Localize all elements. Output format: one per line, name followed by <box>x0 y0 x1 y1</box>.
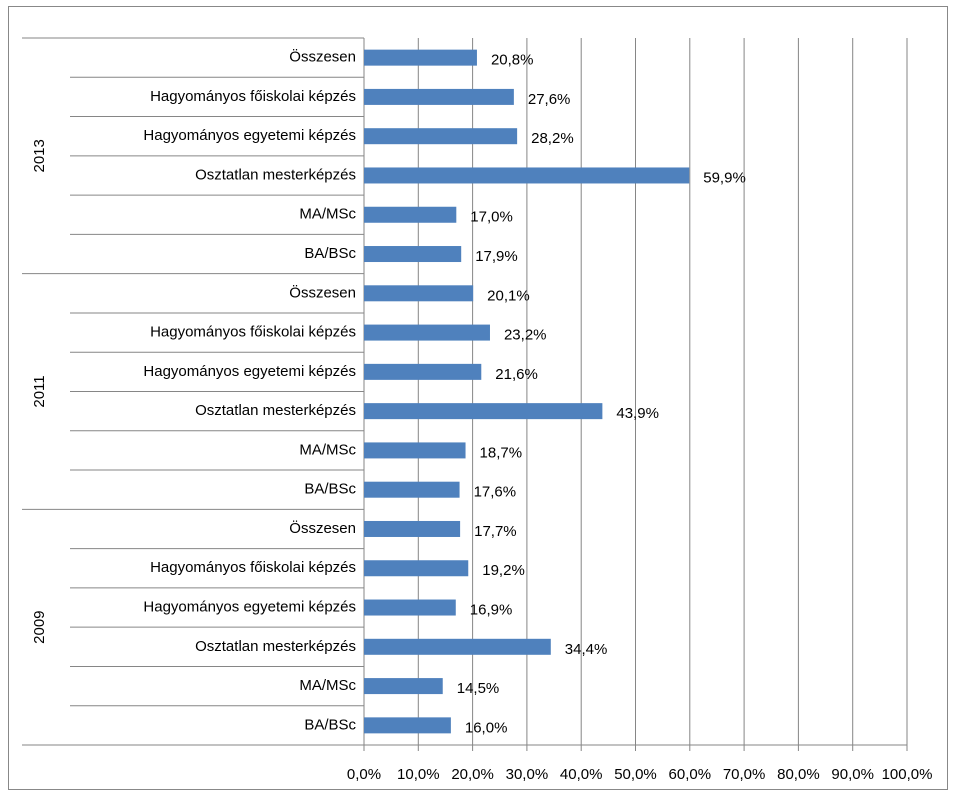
y-tick-label: Hagyományos egyetemi képzés <box>143 363 356 380</box>
bar <box>364 520 461 537</box>
bar <box>364 560 469 577</box>
y-tick-label: Hagyományos főiskolai képzés <box>150 88 356 105</box>
bar <box>364 599 456 616</box>
y-tick-label: BA/BSc <box>304 245 356 262</box>
y-tick-label: Összesen <box>289 48 356 66</box>
value-label: 23,2% <box>504 327 547 344</box>
value-label: 14,5% <box>457 680 500 697</box>
x-tick-label: 70,0% <box>723 766 766 783</box>
y-tick-label: MA/MSc <box>299 441 356 458</box>
x-tick-label: 30,0% <box>506 766 549 783</box>
x-tick-label: 0,0% <box>347 766 381 783</box>
value-label: 17,9% <box>475 248 518 265</box>
group-label: 2011 <box>31 375 48 407</box>
value-label: 59,9% <box>703 169 746 186</box>
bar <box>364 403 603 420</box>
value-label: 17,0% <box>470 209 513 226</box>
bar <box>364 678 443 695</box>
bar <box>364 246 462 263</box>
x-tick-label: 60,0% <box>669 766 712 783</box>
y-tick-label: Osztatlan mesterképzés <box>195 166 356 183</box>
x-tick-label: 100,0% <box>882 766 933 783</box>
bar <box>364 638 551 655</box>
value-label: 16,0% <box>465 719 508 736</box>
value-label: 34,4% <box>565 641 608 658</box>
y-tick-label: BA/BSc <box>304 716 356 733</box>
value-label: 17,6% <box>474 484 517 501</box>
y-tick-label: MA/MSc <box>299 677 356 694</box>
y-tick-label: Hagyományos főiskolai képzés <box>150 324 356 341</box>
bar <box>364 717 451 734</box>
bar <box>364 481 460 498</box>
bar <box>364 206 457 223</box>
value-label: 28,2% <box>531 130 574 147</box>
value-label: 16,9% <box>470 601 513 618</box>
bar <box>364 324 490 341</box>
y-tick-label: Osztatlan mesterképzés <box>195 402 356 419</box>
y-tick-label: BA/BSc <box>304 481 356 498</box>
value-label: 27,6% <box>528 91 571 108</box>
value-label: 18,7% <box>480 444 523 461</box>
value-label: 20,8% <box>491 52 534 69</box>
bar <box>364 442 466 459</box>
bar <box>364 49 477 66</box>
chart-border <box>8 6 948 790</box>
bar <box>364 167 690 184</box>
x-tick-label: 50,0% <box>614 766 657 783</box>
bar <box>364 128 518 145</box>
y-tick-label: Összesen <box>289 283 356 301</box>
bar <box>364 363 482 380</box>
value-label: 17,7% <box>474 523 517 540</box>
x-tick-label: 80,0% <box>777 766 820 783</box>
y-tick-label: Osztatlan mesterképzés <box>195 638 356 655</box>
bar <box>364 285 474 302</box>
y-tick-label: MA/MSc <box>299 206 356 223</box>
x-tick-label: 90,0% <box>831 766 874 783</box>
y-tick-label: Hagyományos egyetemi képzés <box>143 127 356 144</box>
group-label: 2013 <box>31 139 48 172</box>
y-tick-label: Összesen <box>289 519 356 537</box>
value-label: 43,9% <box>616 405 659 422</box>
value-label: 20,1% <box>487 287 530 304</box>
bar <box>364 88 514 105</box>
value-label: 19,2% <box>482 562 525 579</box>
x-tick-label: 10,0% <box>397 766 440 783</box>
y-tick-label: Hagyományos egyetemi képzés <box>143 598 356 615</box>
value-label: 21,6% <box>495 366 538 383</box>
x-tick-label: 40,0% <box>560 766 603 783</box>
group-label: 2009 <box>31 610 48 643</box>
x-tick-label: 20,0% <box>451 766 494 783</box>
y-tick-label: Hagyományos főiskolai képzés <box>150 559 356 576</box>
